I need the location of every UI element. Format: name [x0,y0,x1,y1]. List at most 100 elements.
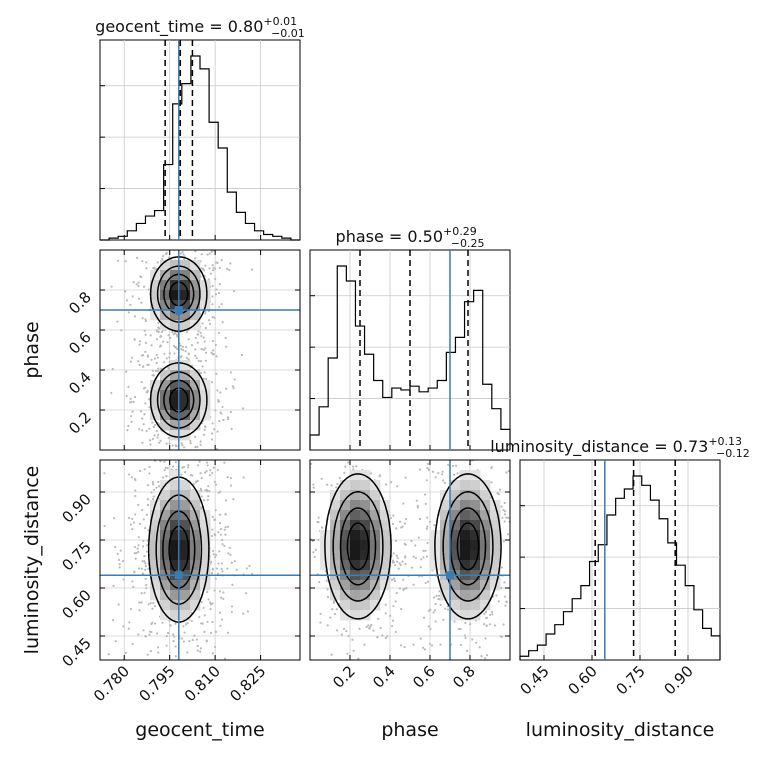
scatter-point [445,673,447,675]
scatter-point [481,422,483,424]
density-cell [160,550,171,561]
scatter-point [141,545,145,548]
scatter-point [427,625,430,628]
scatter-point [168,442,171,445]
scatter-point [391,559,395,562]
scatter-point [114,453,116,455]
scatter-point [404,543,407,546]
scatter-point [137,567,141,570]
density-cell [160,590,171,601]
scatter-point [200,600,203,604]
scatter-point [384,636,387,640]
density-cell [170,540,181,551]
scatter-point [133,571,136,574]
scatter-point [329,616,332,619]
density-cell [350,610,361,621]
density-cell [340,580,351,591]
density-cell [160,490,171,501]
scatter-point [302,598,304,600]
scatter-point [171,444,174,447]
density-cell [170,420,181,431]
density-cell [480,520,491,531]
scatter-point [152,602,155,605]
scatter-point [410,419,412,421]
density-cell [160,520,171,531]
scatter-point [196,341,199,344]
density-cell [180,300,191,311]
density-cell [190,380,201,391]
scatter-point [490,466,493,470]
scatter-point [150,491,153,494]
contour-line [156,265,201,429]
scatter-point [176,335,179,338]
scatter-point [167,240,169,242]
scatter-point [175,691,177,693]
scatter-point [125,299,129,302]
scatter-point [139,469,142,473]
scatter-point [306,601,308,603]
density-cell [370,490,381,501]
scatter-point [387,453,389,455]
scatter-point [232,497,235,501]
scatter-point [151,498,155,501]
scatter-point [439,603,442,607]
scatter-point [326,624,329,627]
scatter-point [156,646,160,649]
hist-step-line [309,265,511,450]
density-cell [350,530,361,541]
scatter-point [458,661,460,663]
scatter-point [419,637,422,640]
scatter-point [172,633,175,636]
density-cell [370,510,381,521]
scatter-point [199,372,203,375]
scatter-point [178,453,180,455]
scatter-point [128,401,132,404]
scatter-point [186,665,188,667]
density-cell [170,310,181,321]
density-cell [450,530,461,541]
density-cell [340,560,351,571]
scatter-point [352,465,355,468]
scatter-point [208,490,211,493]
scatter-point [132,521,136,524]
density-cell [360,530,371,541]
density-cell [370,600,381,611]
scatter-point [165,357,168,360]
scatter-point [110,391,113,394]
scatter-point [209,631,213,635]
scatter-point [158,327,161,330]
scatter-point [211,264,214,267]
scatter-point [153,423,157,427]
scatter-point [515,567,517,569]
density-cell [180,520,191,531]
scatter-point [177,691,179,693]
scatter-point [143,413,146,416]
scatter-point [512,622,514,624]
scatter-point [211,528,214,531]
scatter-point [475,641,478,644]
scatter-point [507,516,510,519]
scatter-point [197,333,200,336]
scatter-point [138,442,140,444]
scatter-point [426,525,429,528]
scatter-point [163,361,166,364]
scatter-point [179,344,182,347]
scatter-point [538,547,540,549]
scatter-point [166,467,169,470]
scatter-point [111,367,114,371]
scatter-point [198,616,201,619]
scatter-point [312,551,315,554]
scatter-point [123,290,127,293]
scatter-point [419,698,421,700]
scatter-point [434,620,437,623]
scatter-point [188,639,191,643]
scatter-point [413,332,415,334]
density-cell [160,260,171,271]
scatter-point [181,250,184,254]
scatter-point [96,638,98,640]
scatter-point [501,516,504,519]
scatter-point [153,604,157,608]
scatter-point [330,653,333,656]
density-cell [170,480,181,491]
scatter-point [218,305,221,309]
